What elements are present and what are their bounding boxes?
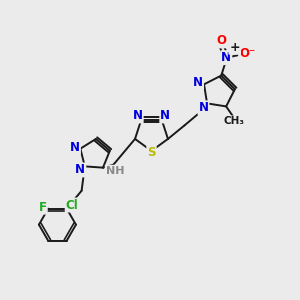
Text: N: N xyxy=(75,164,85,176)
Text: O: O xyxy=(216,34,226,47)
Text: F: F xyxy=(39,201,47,214)
Text: Cl: Cl xyxy=(66,199,78,212)
Text: CH₃: CH₃ xyxy=(224,116,245,126)
Text: O⁻: O⁻ xyxy=(239,47,255,60)
Text: N: N xyxy=(70,141,80,154)
Text: S: S xyxy=(147,146,156,160)
Text: N: N xyxy=(199,101,208,114)
Text: N: N xyxy=(133,110,143,122)
Text: +: + xyxy=(230,41,240,54)
Text: N: N xyxy=(160,110,170,122)
Text: NH: NH xyxy=(106,166,124,176)
Text: N: N xyxy=(193,76,203,89)
Text: N: N xyxy=(221,51,231,64)
